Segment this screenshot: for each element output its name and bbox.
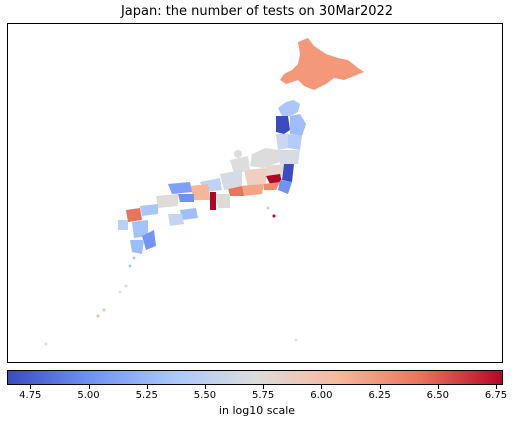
region-toyama [230, 156, 250, 174]
region-nagano [244, 168, 266, 188]
region-shizuoka [240, 184, 264, 196]
colorbar [7, 370, 503, 385]
island-izu2 [266, 206, 270, 210]
colorbar-tick-label: 6.50 [426, 390, 449, 401]
region-hiroshima [156, 194, 178, 208]
colorbar-tick [496, 385, 497, 389]
region-yamaguchi [140, 204, 158, 216]
colorbar-tick-label: 6.75 [484, 390, 508, 401]
region-hokkaido [280, 38, 364, 90]
region-miyagi [288, 134, 302, 150]
colorbar-tick-label: 5.75 [252, 390, 275, 401]
region-saga [118, 220, 128, 230]
region-kanagawa [264, 182, 280, 190]
japan-map [44, 38, 364, 346]
colorbar-tick-label: 6.00 [310, 390, 333, 401]
colorbar-tick-label: 6.25 [368, 390, 391, 401]
colorbar-tick [321, 385, 323, 389]
region-tokyo [266, 174, 282, 184]
island-okinawa-2 [118, 290, 122, 294]
colorbar-tick [30, 385, 32, 389]
region-kagawa [180, 208, 198, 220]
map-frame [7, 23, 503, 363]
region-kumamoto [132, 220, 148, 238]
island-izu [272, 214, 276, 218]
region-hyogo [190, 184, 210, 200]
region-kochi [168, 214, 184, 226]
colorbar-tick [379, 385, 381, 389]
colorbar-tick [204, 385, 206, 389]
colorbar-label: in log10 scale [218, 404, 296, 417]
colorbar-tick [146, 385, 148, 389]
island-okinawa-3 [102, 308, 106, 312]
island-okinawa-4 [96, 314, 100, 318]
region-ibaraki [282, 164, 294, 182]
island-kyushu-south [128, 264, 132, 268]
colorbar-tick [437, 385, 439, 389]
region-niigata [250, 148, 280, 168]
island-ogasawara [294, 338, 298, 342]
colorbar-tick-label: 5.25 [135, 390, 158, 401]
region-gifu [220, 170, 242, 190]
region-tochigi [266, 164, 284, 176]
colorbar-ticks: 4.75 5.00 5.25 5.50 5.75 6.00 6.25 6.50 … [7, 385, 507, 401]
colorbar-tick-label: 5.00 [77, 390, 100, 401]
region-akita [276, 116, 290, 134]
colorbar-tick [263, 385, 265, 389]
region-fukushima [278, 150, 300, 164]
region-chiba [278, 180, 292, 194]
island-okinawa-5 [44, 342, 48, 346]
region-osaka [210, 192, 216, 210]
region-yamagata [276, 134, 288, 150]
region-kagoshima [130, 240, 144, 254]
region-aichi [228, 186, 244, 196]
colorbar-tick-label: 4.75 [19, 390, 42, 401]
chart-title: Japan: the number of tests on 30Mar2022 [120, 4, 394, 19]
region-fukuoka [126, 208, 142, 222]
island-okinawa-1 [124, 284, 128, 288]
colorbar-tick-label: 5.50 [193, 390, 217, 401]
colorbar-tick [88, 385, 90, 389]
region-okayama [178, 194, 194, 202]
island-kyushu-south2 [132, 256, 136, 260]
region-mie [216, 194, 230, 208]
region-tottori [168, 182, 192, 194]
region-miyazaki [142, 230, 156, 250]
island-sado [234, 150, 242, 158]
colorbar-fill [8, 371, 502, 384]
region-iwate [290, 114, 306, 136]
region-aomori [278, 100, 300, 116]
